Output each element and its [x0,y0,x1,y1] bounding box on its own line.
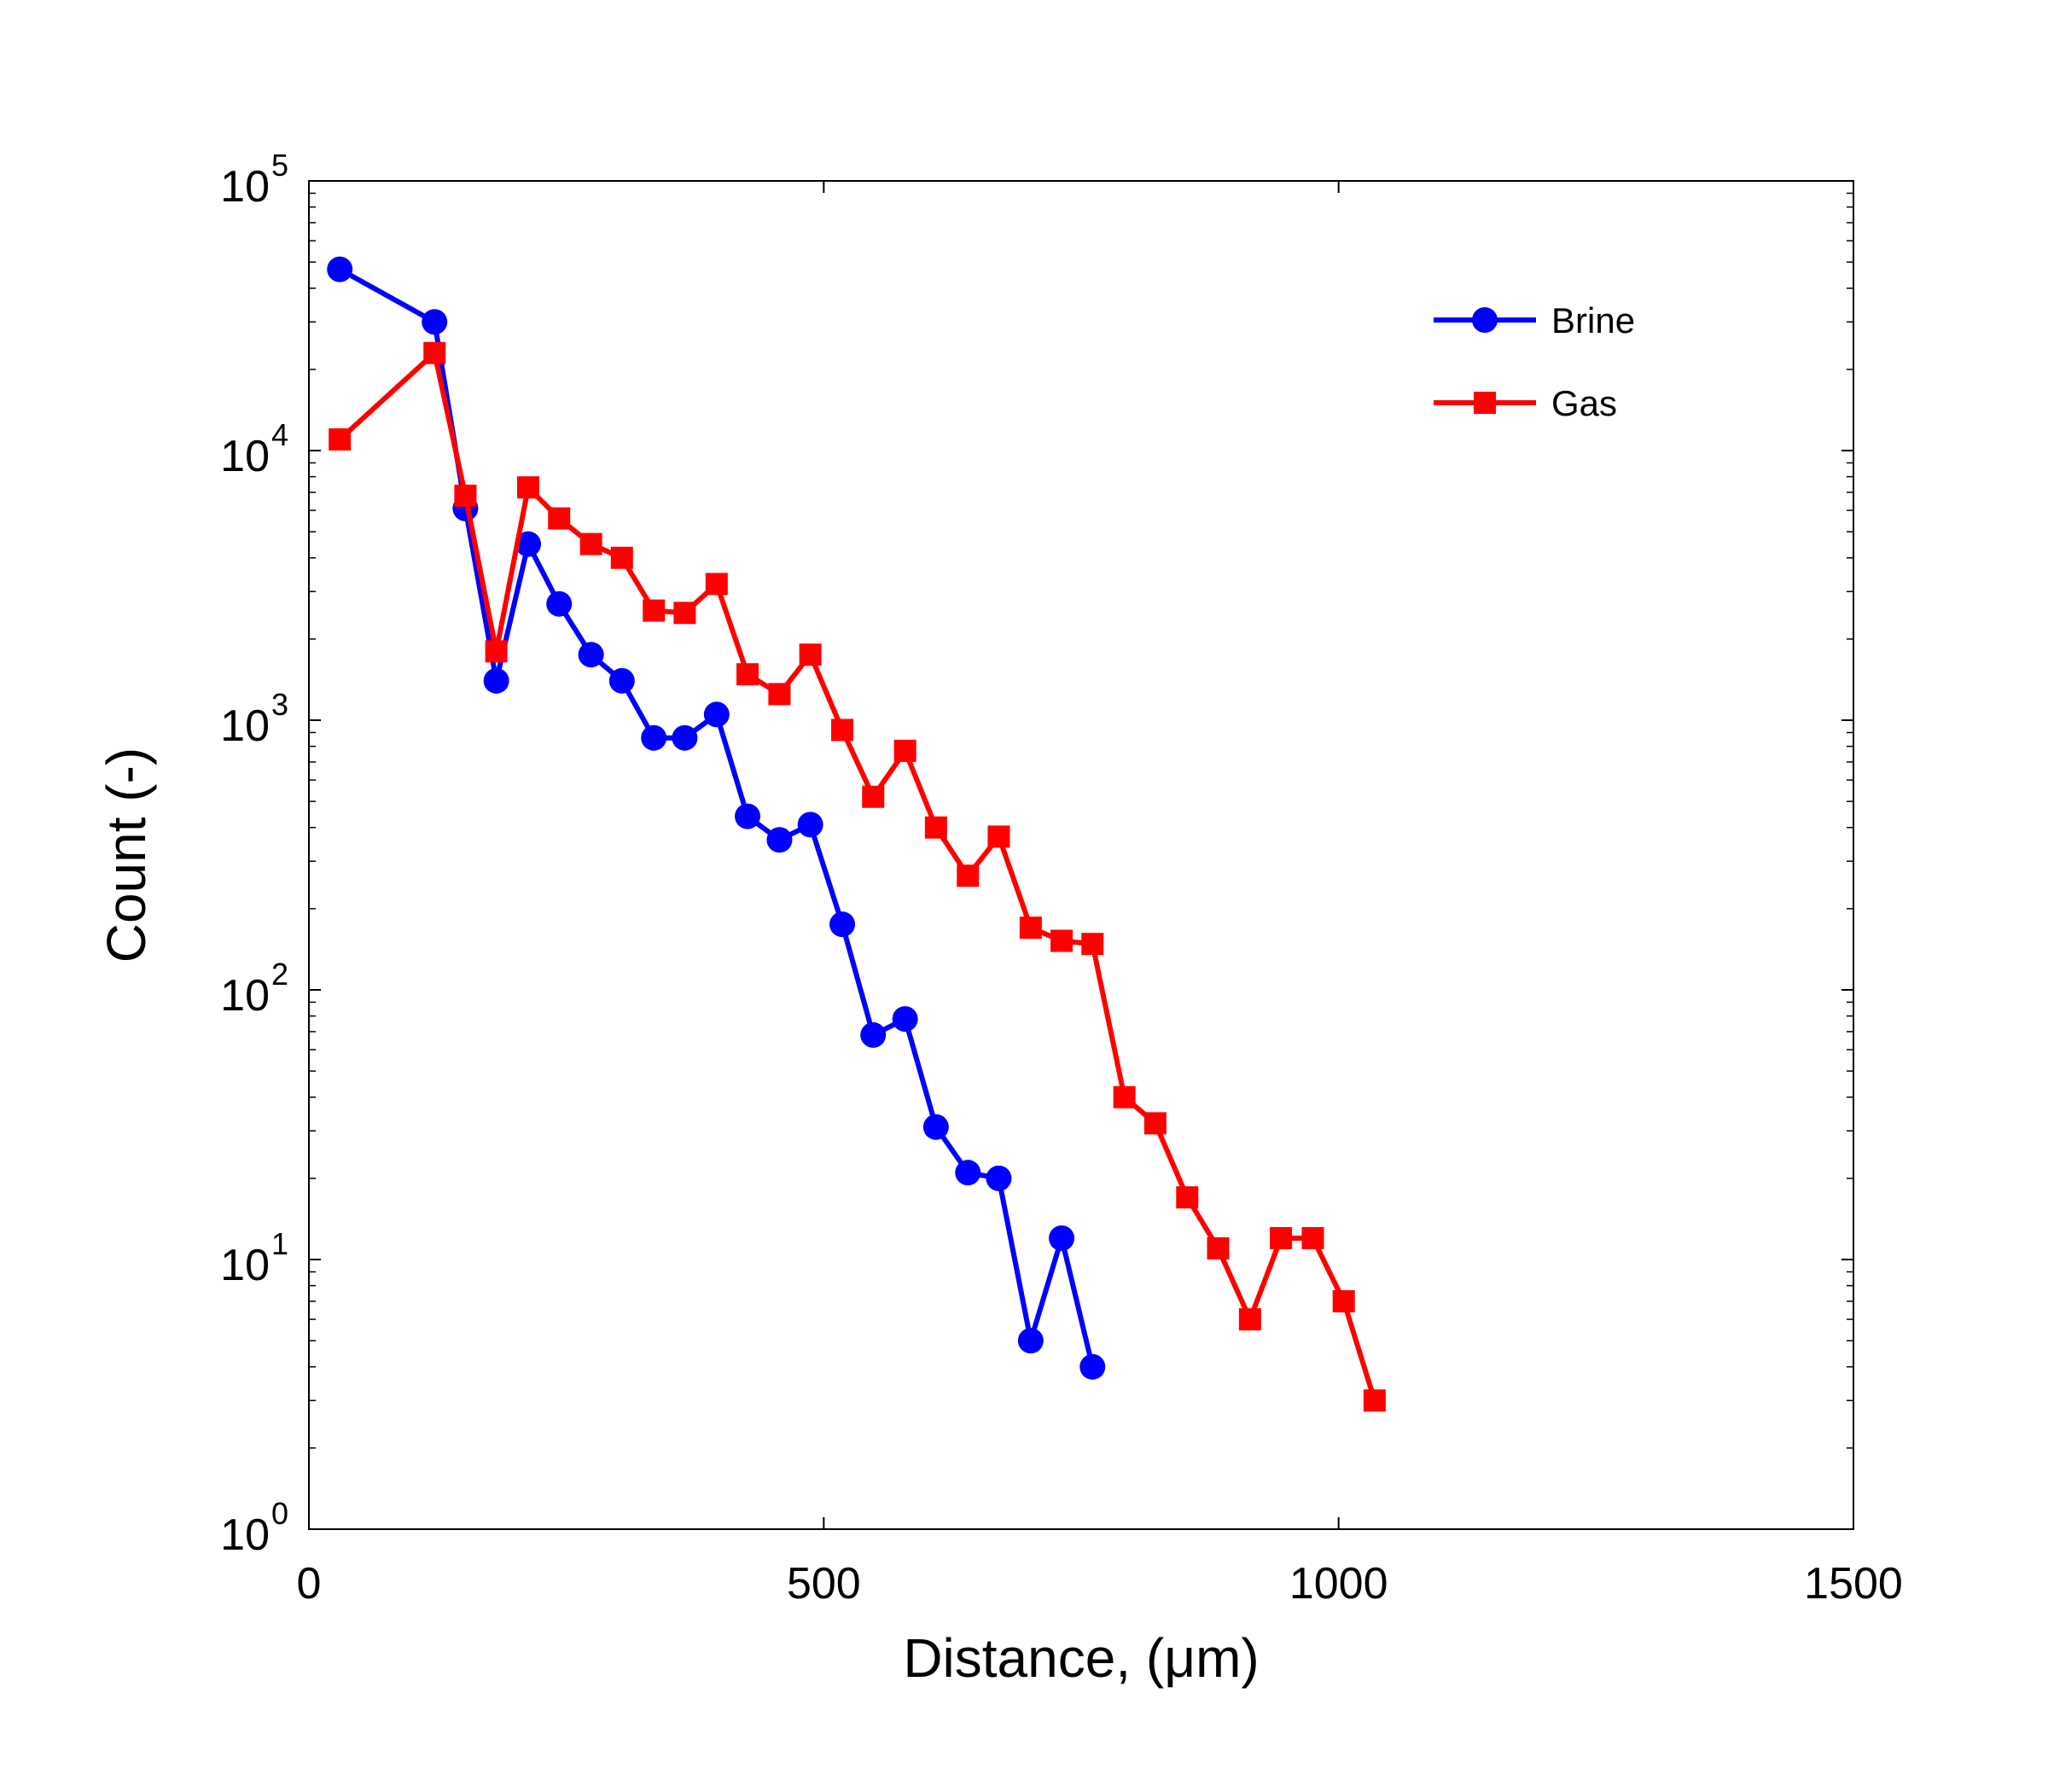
legend-label: Brine [1551,300,1635,340]
brine-point [422,309,448,335]
brine-point [483,667,509,694]
brine-point [515,531,542,557]
gas-point [643,599,666,622]
x-axis: 0 500 1000 1500 [297,181,1903,1609]
x-tick-label: 1500 [1804,1559,1903,1609]
brine-point [546,591,573,617]
brine-point [986,1165,1012,1191]
gas-point [1301,1226,1324,1249]
brine-point [797,812,823,838]
gas-point [673,602,696,625]
legend-label: Gas [1551,383,1617,423]
legend: Brine Gas [1434,300,1635,423]
gas-point [705,573,728,596]
brine-point [1079,1353,1106,1380]
brine-point [1017,1328,1044,1354]
gas-point [1143,1112,1167,1135]
gas-point [1019,916,1042,940]
y-tick-label: 10 [220,1241,270,1290]
gas-point [987,825,1010,848]
y-tick-label: 10 [220,162,270,212]
gas-point [548,507,571,530]
y-axis-title: Count (-) [96,748,157,963]
gas-point [924,816,947,839]
legend-marker [1472,307,1498,333]
y-tick-label: 10 [220,1510,270,1560]
gas-point [485,640,508,663]
gas-point [1270,1226,1293,1249]
gas-point [423,341,446,364]
gas-point [893,739,916,762]
gas-point [329,428,352,451]
y-tick-exponent: 2 [271,957,288,992]
brine-point [766,827,793,853]
gas-point [1207,1236,1230,1260]
brine-point [672,724,698,751]
y-tick-exponent: 4 [271,417,288,452]
brine-point [327,256,353,282]
gas-point [454,484,477,507]
gas-point [610,546,633,569]
brine-point [703,701,730,728]
brine-point [641,724,667,751]
gas-point [1113,1085,1136,1108]
gas-point [1081,933,1104,956]
y-tick-label: 10 [220,701,270,751]
series-gas [329,341,1386,1412]
gas-point [1176,1186,1199,1209]
brine-point [955,1160,981,1186]
y-tick-label: 10 [220,971,270,1021]
gas-point [1238,1308,1261,1331]
gas-point [768,683,791,706]
brine-point [735,803,761,829]
gas-point [736,663,759,686]
y-tick-exponent: 3 [271,687,288,722]
gas-point [579,532,602,556]
brine-point [829,911,856,938]
gas-point [1363,1389,1386,1412]
legend-item-gas: Gas [1434,383,1617,423]
y-tick-label: 10 [220,432,270,481]
gas-point [799,643,822,666]
brine-point [578,642,604,668]
brine-point [860,1021,887,1048]
gas-point [517,476,540,499]
series-layer [327,256,1386,1412]
legend-marker [1474,392,1496,414]
y-tick-exponent: 1 [271,1226,288,1261]
gas-point [831,719,854,742]
x-tick-label: 500 [787,1559,861,1609]
plot-frame [308,180,1854,1530]
x-axis-title: Distance, (μm) [903,1627,1259,1689]
y-tick-exponent: 5 [271,148,288,183]
gas-point [1332,1289,1355,1312]
gas-point [862,785,885,808]
brine-point [922,1114,949,1140]
gas-point [1050,929,1073,952]
x-tick-label: 0 [297,1559,322,1609]
brine-point [892,1006,918,1033]
legend-item-brine: Brine [1434,300,1635,340]
gas-point [957,864,980,887]
brine-point [1049,1225,1075,1251]
x-tick-label: 1000 [1289,1559,1388,1609]
y-tick-exponent: 0 [271,1496,288,1531]
brine-point [608,667,635,694]
